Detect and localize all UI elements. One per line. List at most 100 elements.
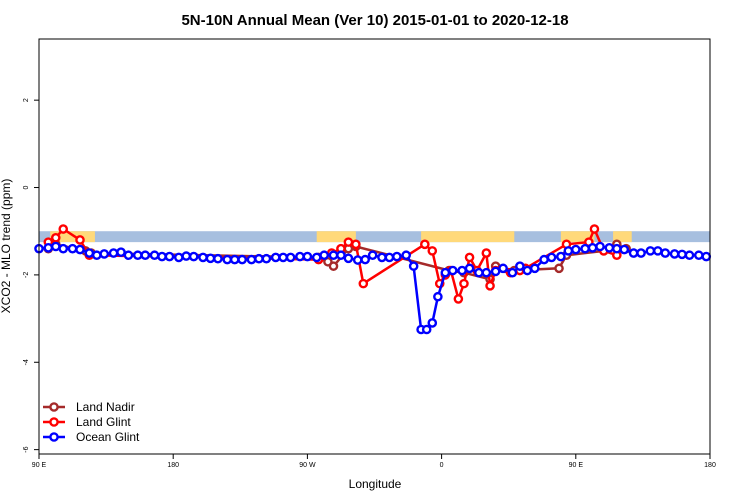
data-point [408, 261, 419, 271]
data-point [507, 267, 518, 278]
data-point [50, 232, 61, 243]
data-point [132, 250, 143, 261]
data-point [328, 250, 339, 261]
data-point [684, 250, 695, 261]
data-point [660, 248, 671, 258]
data-point [481, 267, 492, 278]
data-point [213, 253, 223, 264]
data-point [343, 237, 354, 247]
data-point [401, 250, 411, 261]
data-point [392, 251, 402, 262]
data-point [669, 249, 680, 259]
data-point [645, 246, 656, 256]
data-point [464, 263, 475, 274]
data-point [222, 254, 233, 265]
ocean-mask-strip [39, 231, 710, 243]
data-point [653, 246, 663, 256]
data-point [116, 247, 126, 257]
data-point [433, 291, 443, 302]
data-point [498, 263, 508, 274]
data-point [420, 239, 430, 250]
data-point [447, 265, 458, 276]
data-point [539, 254, 549, 265]
x-tick-label: 180 [167, 462, 179, 469]
legend-marker [49, 432, 59, 442]
legend-label: Land Glint [76, 415, 131, 429]
data-point [612, 243, 622, 254]
y-tick-label: 0 [23, 185, 30, 189]
data-point [636, 248, 646, 258]
data-point [515, 261, 525, 271]
land-mask-segment-1 [316, 231, 356, 243]
data-point [589, 224, 600, 234]
land-mask-segment-2 [421, 231, 515, 243]
data-point [628, 248, 639, 258]
data-point [91, 250, 102, 261]
data-point [229, 254, 240, 265]
data-point [358, 278, 369, 289]
data-point [440, 267, 451, 278]
data-point [157, 251, 167, 262]
data-point [246, 254, 257, 265]
data-point [164, 251, 175, 262]
data-point [198, 252, 208, 263]
data-point [58, 243, 69, 254]
data-point [457, 265, 467, 276]
data-point [205, 253, 216, 264]
data-point [149, 250, 160, 261]
x-tick-label: 90 E [32, 462, 47, 469]
data-point [295, 251, 305, 262]
plot-frame [38, 38, 711, 455]
data-point [43, 243, 54, 253]
y-tick-label: -2 [23, 272, 30, 278]
y-axis-label: XCO2 - MLO trend (ppm) [0, 179, 13, 314]
chart-title: 5N-10N Annual Mean (Ver 10) 2015-01-01 t… [181, 12, 568, 29]
data-point [563, 246, 574, 256]
data-point [490, 266, 501, 277]
data-point [285, 252, 296, 263]
land-mask-segment-3 [560, 231, 595, 243]
data-point [351, 239, 361, 250]
x-tick-label: 90 E [569, 462, 584, 469]
data-point [474, 267, 484, 278]
data-point [604, 243, 615, 253]
y-axis: -6 -4 -2 0 2 [23, 98, 39, 453]
data-point [336, 250, 346, 261]
legend-item-1: Land Glint [43, 415, 131, 429]
data-point [261, 253, 272, 264]
data-point [140, 250, 151, 261]
data-point [67, 243, 78, 254]
y-tick-label: 2 [23, 98, 30, 102]
data-point [529, 263, 540, 274]
data-point [270, 252, 281, 263]
data-point [522, 265, 533, 276]
data-point [427, 246, 438, 256]
data-point [556, 251, 566, 262]
data-point [464, 252, 475, 263]
data-point [619, 244, 630, 255]
x-tick-label: 180 [704, 462, 716, 469]
data-point [580, 243, 590, 254]
data-point [108, 248, 119, 258]
data-point [311, 252, 322, 263]
legend-label: Land Nadir [76, 400, 135, 414]
x-axis: 90 E 180 90 W 0 90 E 180 [32, 454, 716, 469]
data-point [485, 281, 495, 291]
x-tick-label: 90 W [299, 462, 316, 469]
series-2 [34, 241, 712, 335]
data-point [384, 252, 395, 263]
data-point [319, 250, 329, 261]
land-mask-segment-4 [613, 231, 632, 243]
data-point [352, 255, 363, 265]
data-point [237, 254, 247, 265]
data-point [459, 278, 469, 289]
data-point [360, 254, 370, 265]
legend-marker [49, 402, 59, 412]
data-point [367, 250, 378, 261]
legend-item-2: Ocean Glint [43, 430, 140, 444]
data-point [677, 249, 687, 260]
x-tick-label: 0 [440, 462, 444, 469]
data-point [453, 294, 464, 304]
x-axis-label: Longitude [349, 477, 402, 491]
